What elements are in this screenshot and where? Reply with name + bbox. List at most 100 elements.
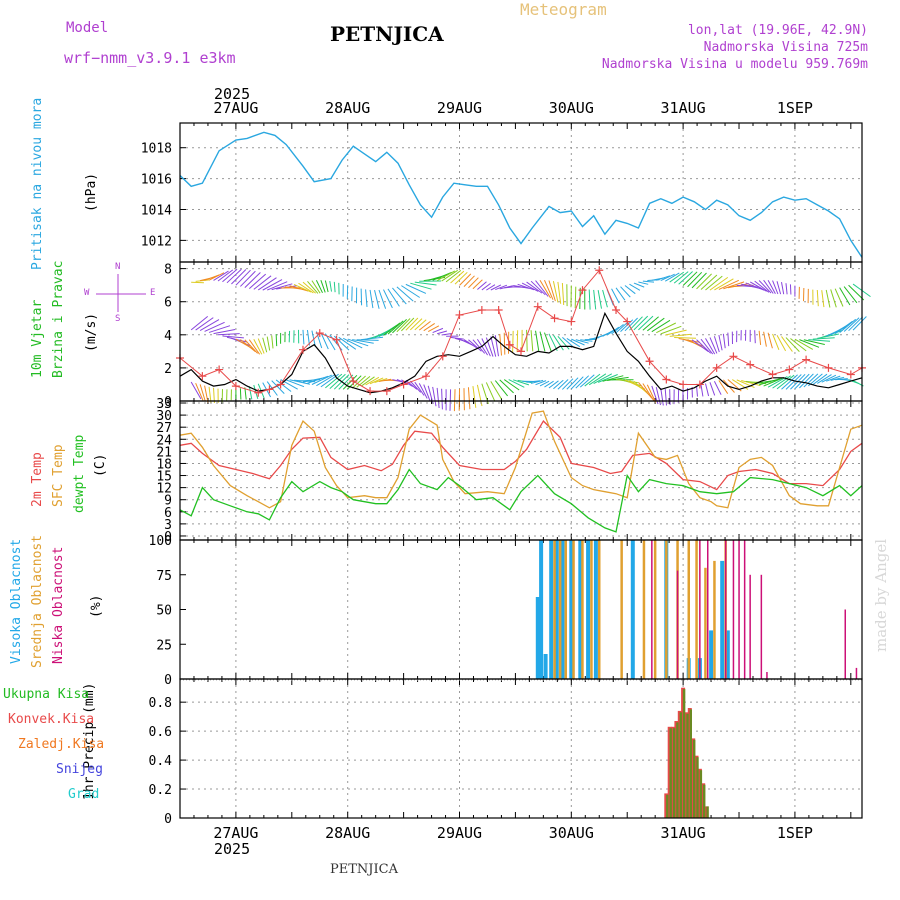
wind-direction-arrow [401,317,415,332]
wind-direction-arrow [574,286,577,309]
wind-direction-arrow [776,281,782,295]
wind-direction-arrow [709,382,716,396]
wind-direction-arrow [722,333,726,349]
wind-direction-arrow [217,333,240,336]
wind-direction-arrow [217,269,234,282]
wind-direction-arrow [691,339,709,353]
wind-gust-marker [824,363,833,372]
wind-direction-arrow [441,269,458,282]
wind-direction-arrow [745,282,765,291]
wind-direction-arrow [338,336,357,350]
wind-direction-arrow [611,324,624,335]
wind-direction-arrow [535,280,549,297]
low-cloud-bar [766,672,768,679]
precip-convective-bar [696,757,699,818]
low-cloud-bar [844,609,846,679]
wind-gust-marker [265,385,274,394]
wind-direction-arrow [499,333,502,356]
wind-direction-arrow [190,316,209,331]
wind-direction-arrow [763,377,784,387]
wind-direction-arrow [566,337,581,348]
precip-convective-bar [686,713,689,819]
low-cloud-bar [707,540,709,679]
wind-direction-arrow [843,317,860,332]
panel-frame [179,678,863,819]
wind-direction-arrow [548,380,559,389]
wind-direction-arrow [378,289,387,309]
wind-direction-arrow [593,373,613,385]
model-name: wrf−nmm_v3.9.1 e3km [64,49,236,67]
wind-direction-arrow [490,381,502,399]
wind-direction-arrow [834,320,853,335]
wind-direction-arrow [826,375,841,382]
y-tick-label: 33 [156,397,172,412]
wind-direction-arrow [602,289,608,308]
year-bottom: 2025 [214,840,251,858]
date-label-bottom: 30AUG [549,824,594,842]
y-tick-label: 1016 [141,173,172,188]
wind-direction-arrow [674,336,697,339]
wind-gust-marker [494,305,503,314]
wind-direction-arrow [356,376,371,388]
wind-direction-arrow [423,384,431,402]
precip-legend-convective: Konvek.Kisa [8,712,95,727]
mid-cloud-bar [704,567,707,679]
wind-direction-arrow [579,374,595,388]
wind-gust-marker [802,355,811,364]
y-tick-label: 0 [164,530,172,545]
wind-gust-marker [729,352,738,361]
wind-direction-arrow [365,376,380,386]
wind-direction-arrow [799,339,820,348]
wind-direction-arrow [544,380,554,388]
wind-direction-arrow [409,380,422,393]
wind-direction-arrow [700,384,704,397]
mid-cloud-bar [590,540,593,679]
wind-direction-arrow [642,383,655,401]
precip-convective-bar [672,728,676,818]
wind-direction-arrow [490,284,502,291]
wind-direction-arrow [530,280,546,296]
wind-direction-arrow [387,288,400,307]
compass-n: N [115,262,121,272]
wind-direction-arrow [566,377,579,390]
y-tick-label: 8 [164,263,172,278]
wind-direction-arrow [673,271,689,284]
wind-direction-arrow [495,284,508,291]
wind-direction-arrow [338,374,354,390]
wind-direction-arrow [642,316,659,331]
mid-cloud-bar [553,540,556,679]
wind-gust-marker [366,387,375,396]
wind-gust-marker [438,352,447,361]
wind-direction-arrow [436,387,440,409]
wind-direction-arrow [248,386,253,400]
wind-direction-arrow [361,336,384,341]
low-cloud-bar [743,540,746,679]
wind-direction-arrow [713,381,722,395]
wind-direction-arrow [262,279,283,291]
y-tick-label: 3 [164,518,172,533]
wind-direction-arrow [271,283,293,291]
wind-direction-arrow [360,376,375,387]
wind-direction-arrow [562,378,574,390]
y-tick-label: 0.6 [149,725,172,740]
wind-direction-arrow [329,373,346,390]
wind-direction-arrow [401,285,420,298]
wind-direction-arrow [705,338,716,355]
wind-gust-marker [595,266,604,275]
wind-direction-arrow [503,332,506,355]
mid-cloud-bar [564,540,567,679]
wind-direction-arrow [405,379,418,390]
wind-direction-arrow [476,338,489,356]
high-cloud-bar [535,597,540,679]
wind-direction-arrow [244,272,261,288]
wind-direction-arrow [749,281,767,292]
low-cloud-bar [738,540,740,679]
wind-direction-arrow [548,333,558,352]
mid-cloud-bar [572,540,575,679]
wind-direction-arrow [785,337,800,352]
wind-direction-arrow [597,374,618,383]
wind-direction-arrow [704,383,710,397]
wind-direction-arrow [405,317,419,331]
wind-direction-arrow [785,374,802,390]
